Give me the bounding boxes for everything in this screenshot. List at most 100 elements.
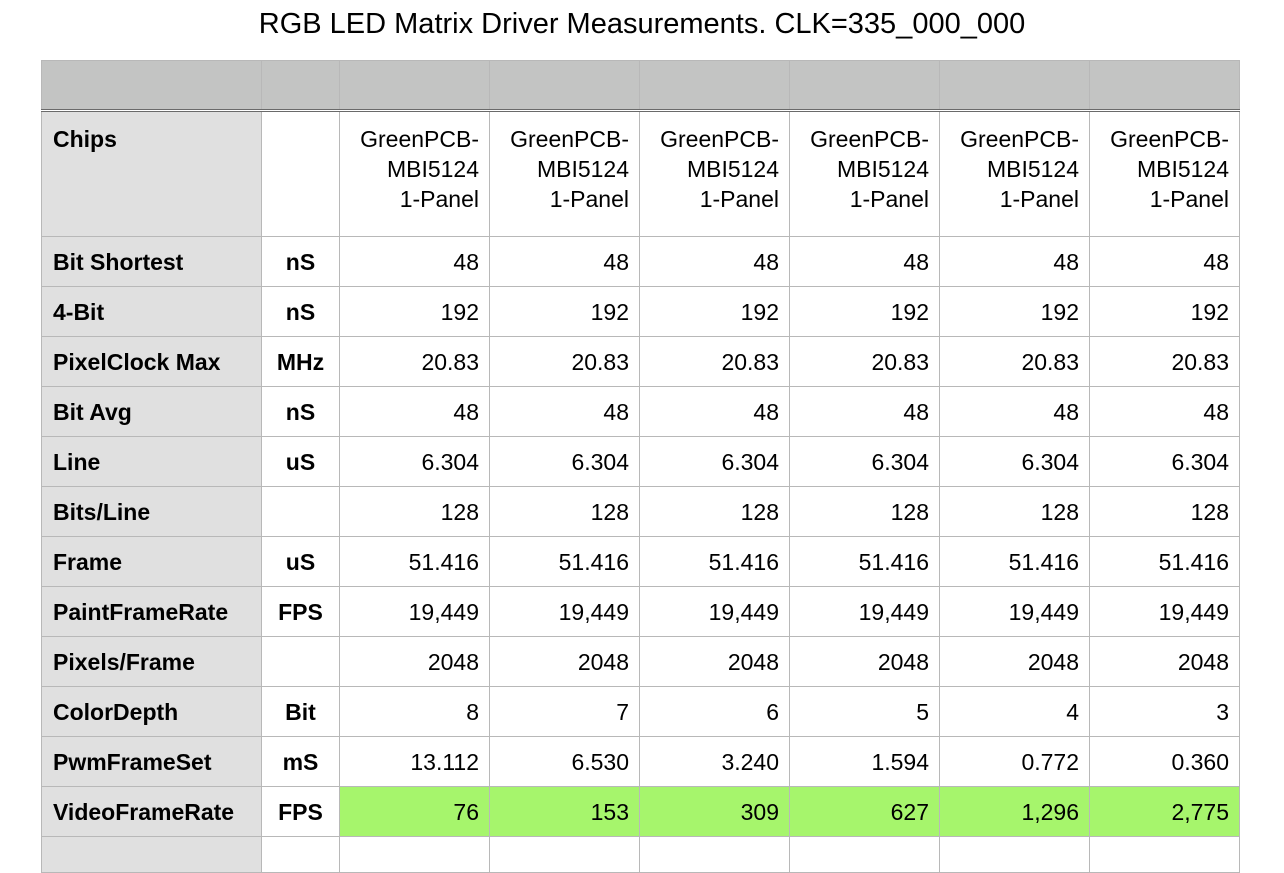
empty-cell[interactable] — [939, 836, 1090, 873]
value-cell[interactable]: 76 — [339, 786, 490, 837]
header-cell[interactable] — [339, 60, 490, 112]
value-cell[interactable]: 51.416 — [339, 536, 490, 587]
value-cell[interactable]: 3.240 — [639, 736, 790, 787]
value-cell[interactable]: 51.416 — [639, 536, 790, 587]
value-cell[interactable]: 51.416 — [939, 536, 1090, 587]
value-cell[interactable]: 19,449 — [339, 586, 490, 637]
header-cell[interactable] — [939, 60, 1090, 112]
row-label[interactable]: Line — [41, 436, 262, 487]
value-cell[interactable]: 13.112 — [339, 736, 490, 787]
row-label[interactable]: Bit Shortest — [41, 236, 262, 287]
value-cell[interactable]: 48 — [789, 386, 940, 437]
row-label[interactable]: PaintFrameRate — [41, 586, 262, 637]
chip-header-cell[interactable]: GreenPCB- MBI5124 1-Panel — [339, 110, 490, 237]
row-label[interactable]: VideoFrameRate — [41, 786, 262, 837]
header-cell[interactable] — [489, 60, 640, 112]
value-cell[interactable]: 192 — [639, 286, 790, 337]
value-cell[interactable]: 51.416 — [489, 536, 640, 587]
value-cell[interactable]: 19,449 — [639, 586, 790, 637]
value-cell[interactable]: 192 — [339, 286, 490, 337]
value-cell[interactable]: 20.83 — [939, 336, 1090, 387]
value-cell[interactable]: 7 — [489, 686, 640, 737]
chip-header-cell[interactable]: GreenPCB- MBI5124 1-Panel — [789, 110, 940, 237]
row-unit[interactable]: Bit — [261, 686, 340, 737]
value-cell[interactable]: 48 — [639, 386, 790, 437]
value-cell[interactable]: 2,775 — [1089, 786, 1240, 837]
chip-header-cell[interactable]: GreenPCB- MBI5124 1-Panel — [639, 110, 790, 237]
value-cell[interactable]: 128 — [339, 486, 490, 537]
value-cell[interactable]: 19,449 — [789, 586, 940, 637]
value-cell[interactable]: 48 — [939, 386, 1090, 437]
row-label[interactable]: Frame — [41, 536, 262, 587]
value-cell[interactable]: 48 — [789, 236, 940, 287]
chip-header-cell[interactable]: GreenPCB- MBI5124 1-Panel — [1089, 110, 1240, 237]
value-cell[interactable]: 192 — [489, 286, 640, 337]
row-unit[interactable]: nS — [261, 236, 340, 287]
empty-cell[interactable] — [41, 836, 262, 873]
row-unit[interactable]: uS — [261, 436, 340, 487]
header-cell[interactable] — [1089, 60, 1240, 112]
header-cell[interactable] — [789, 60, 940, 112]
chip-header-cell[interactable]: GreenPCB- MBI5124 1-Panel — [939, 110, 1090, 237]
value-cell[interactable]: 6.304 — [1089, 436, 1240, 487]
value-cell[interactable]: 4 — [939, 686, 1090, 737]
empty-cell[interactable] — [639, 836, 790, 873]
value-cell[interactable]: 192 — [1089, 286, 1240, 337]
value-cell[interactable]: 3 — [1089, 686, 1240, 737]
value-cell[interactable]: 48 — [489, 236, 640, 287]
row-label[interactable]: Chips — [41, 110, 262, 237]
value-cell[interactable]: 128 — [789, 486, 940, 537]
value-cell[interactable]: 128 — [1089, 486, 1240, 537]
value-cell[interactable]: 1.594 — [789, 736, 940, 787]
value-cell[interactable]: 153 — [489, 786, 640, 837]
empty-cell[interactable] — [339, 836, 490, 873]
row-unit[interactable]: uS — [261, 536, 340, 587]
value-cell[interactable]: 48 — [939, 236, 1090, 287]
value-cell[interactable]: 2048 — [939, 636, 1090, 687]
value-cell[interactable]: 0.360 — [1089, 736, 1240, 787]
value-cell[interactable]: 627 — [789, 786, 940, 837]
value-cell[interactable]: 20.83 — [639, 336, 790, 387]
value-cell[interactable]: 6.304 — [789, 436, 940, 487]
row-label[interactable]: PwmFrameSet — [41, 736, 262, 787]
row-unit[interactable] — [261, 636, 340, 687]
value-cell[interactable]: 48 — [339, 386, 490, 437]
row-label[interactable]: ColorDepth — [41, 686, 262, 737]
empty-cell[interactable] — [261, 836, 340, 873]
value-cell[interactable]: 20.83 — [1089, 336, 1240, 387]
value-cell[interactable]: 19,449 — [939, 586, 1090, 637]
value-cell[interactable]: 6.304 — [339, 436, 490, 487]
row-unit[interactable] — [261, 486, 340, 537]
header-cell[interactable] — [41, 60, 262, 112]
value-cell[interactable]: 6.304 — [639, 436, 790, 487]
row-unit[interactable]: MHz — [261, 336, 340, 387]
value-cell[interactable]: 51.416 — [1089, 536, 1240, 587]
row-label[interactable]: Bit Avg — [41, 386, 262, 437]
header-cell[interactable] — [639, 60, 790, 112]
chip-header-cell[interactable]: GreenPCB- MBI5124 1-Panel — [489, 110, 640, 237]
row-unit[interactable]: FPS — [261, 786, 340, 837]
empty-cell[interactable] — [489, 836, 640, 873]
value-cell[interactable]: 48 — [1089, 236, 1240, 287]
row-label[interactable]: Pixels/Frame — [41, 636, 262, 687]
value-cell[interactable]: 6.304 — [939, 436, 1090, 487]
value-cell[interactable]: 2048 — [489, 636, 640, 687]
value-cell[interactable]: 5 — [789, 686, 940, 737]
row-unit[interactable]: nS — [261, 386, 340, 437]
row-label[interactable]: Bits/Line — [41, 486, 262, 537]
value-cell[interactable]: 20.83 — [489, 336, 640, 387]
value-cell[interactable]: 6 — [639, 686, 790, 737]
value-cell[interactable]: 8 — [339, 686, 490, 737]
row-unit[interactable]: nS — [261, 286, 340, 337]
value-cell[interactable]: 2048 — [789, 636, 940, 687]
row-unit[interactable]: FPS — [261, 586, 340, 637]
value-cell[interactable]: 48 — [639, 236, 790, 287]
row-unit[interactable]: mS — [261, 736, 340, 787]
row-unit[interactable] — [261, 110, 340, 237]
value-cell[interactable]: 48 — [1089, 386, 1240, 437]
value-cell[interactable]: 19,449 — [489, 586, 640, 637]
value-cell[interactable]: 2048 — [639, 636, 790, 687]
value-cell[interactable]: 6.530 — [489, 736, 640, 787]
value-cell[interactable]: 48 — [339, 236, 490, 287]
value-cell[interactable]: 192 — [789, 286, 940, 337]
